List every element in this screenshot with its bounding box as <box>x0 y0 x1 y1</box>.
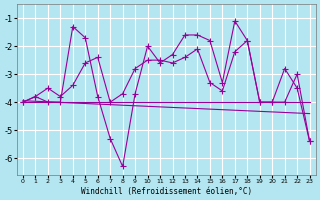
X-axis label: Windchill (Refroidissement éolien,°C): Windchill (Refroidissement éolien,°C) <box>81 187 252 196</box>
